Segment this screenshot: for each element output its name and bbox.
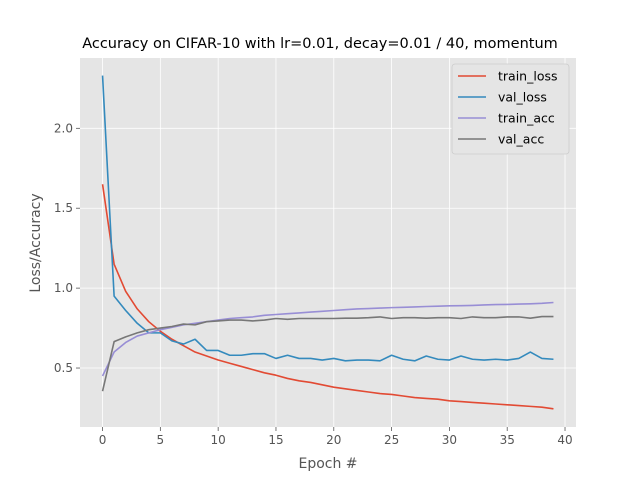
legend-label-val_acc: val_acc — [498, 132, 544, 147]
y-tick-label: 1.0 — [54, 281, 73, 295]
legend-label-val_loss: val_loss — [498, 90, 547, 105]
legend-label-train_acc: train_acc — [498, 111, 555, 126]
x-tick-label: 15 — [268, 433, 283, 447]
y-tick-label: 0.5 — [54, 361, 73, 375]
chart-title: Accuracy on CIFAR-10 with lr=0.01, decay… — [82, 36, 558, 52]
series-line-val_acc — [101, 315, 554, 392]
y-axis-label: Loss/Accuracy — [28, 193, 44, 292]
legend-label-train_loss: train_loss — [498, 69, 558, 84]
y-tick-label: 2.0 — [54, 121, 73, 135]
x-tick-label: 30 — [442, 433, 457, 447]
x-tick-label: 25 — [384, 433, 399, 447]
x-tick-label: 0 — [99, 433, 107, 447]
y-axis-ticks: 0.5 1.0 1.5 2.0 — [54, 121, 80, 375]
x-axis-label: Epoch # — [298, 456, 357, 472]
legend-box — [451, 63, 570, 155]
x-tick-label: 20 — [326, 433, 341, 447]
x-tick-label: 40 — [557, 433, 572, 447]
x-axis-ticks: 0 5 10 15 20 25 30 35 40 — [99, 427, 573, 447]
legend: train_loss val_loss train_acc val_acc — [451, 63, 570, 155]
x-tick-label: 10 — [211, 433, 226, 447]
x-tick-label: 5 — [157, 433, 165, 447]
y-tick-label: 1.5 — [54, 201, 73, 215]
x-tick-label: 35 — [500, 433, 515, 447]
series-line-val_loss — [101, 75, 554, 362]
series-lines — [101, 75, 554, 410]
